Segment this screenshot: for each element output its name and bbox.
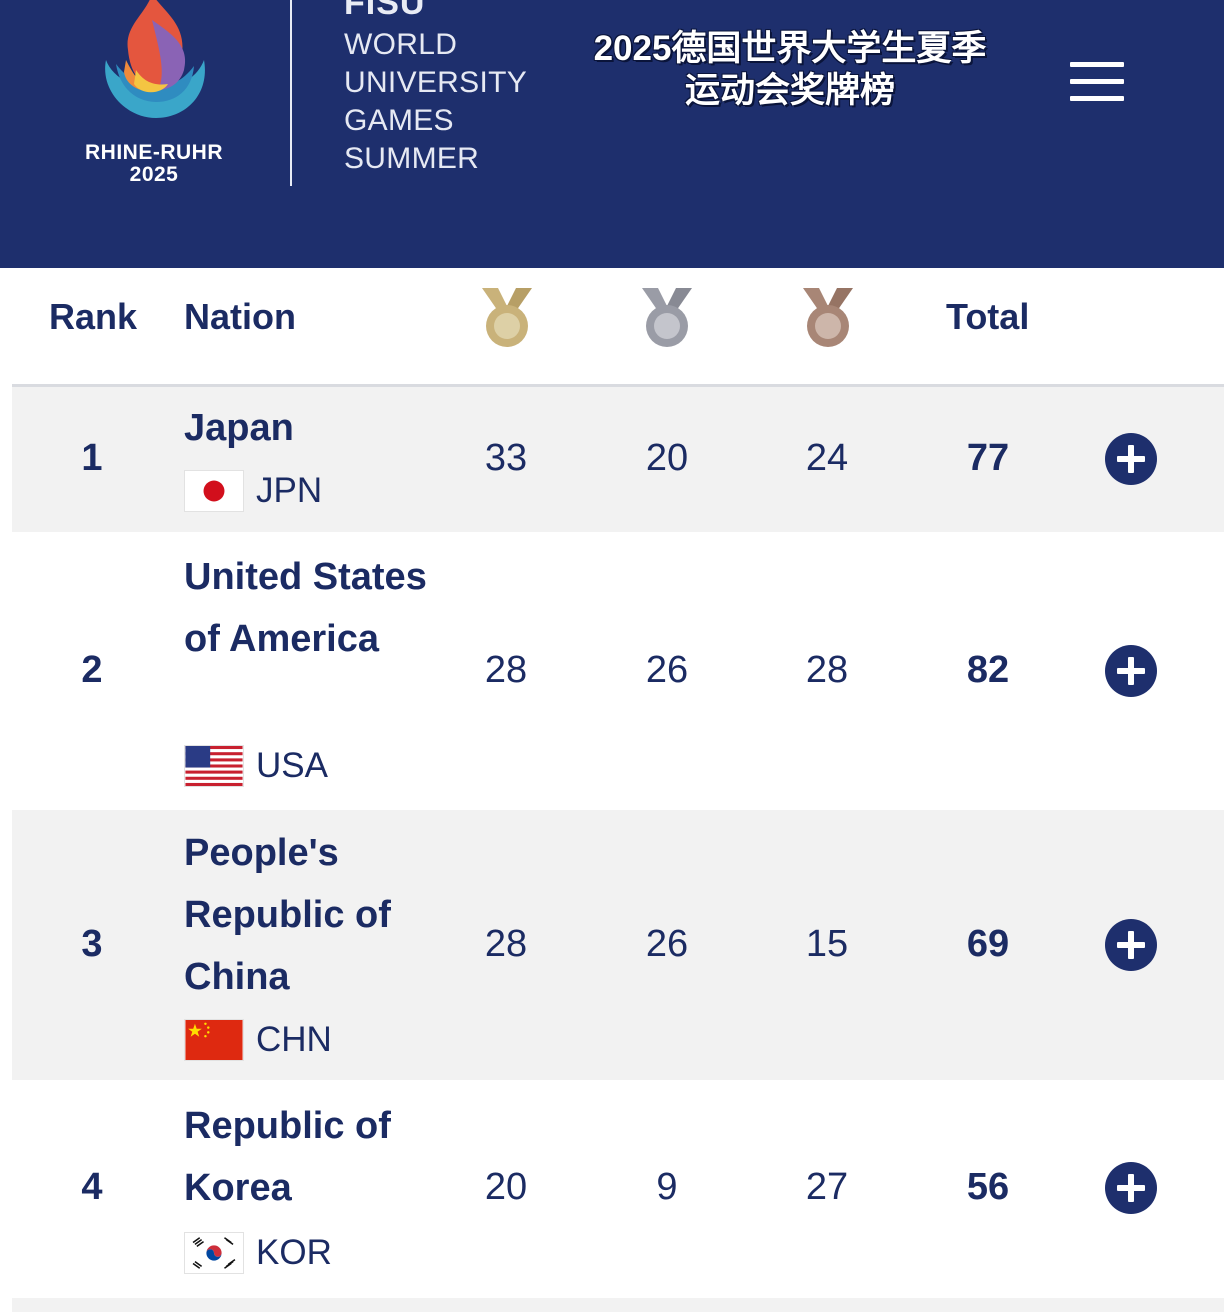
site-header: RHINE-RUHR 2025 FISU WORLD UNIVERSITY GA…	[0, 0, 1224, 268]
header-divider	[290, 0, 292, 186]
rank-value: 1	[81, 437, 103, 479]
rhine-ruhr-flame-logo-icon[interactable]	[86, 0, 222, 130]
bronze-count: 28	[805, 649, 849, 691]
total-count: 82	[966, 649, 1010, 691]
games-line-2: UNIVERSITY	[344, 66, 528, 99]
bronze-count: 24	[805, 437, 849, 479]
nation-code: KOR	[256, 1233, 332, 1272]
table-row[interactable]: 2 United States of America USA 28 26 28 …	[12, 532, 1224, 810]
total-count: 69	[966, 923, 1010, 965]
logo-line1: RHINE-RUHR	[85, 141, 223, 164]
japan-flag-icon	[184, 470, 244, 512]
expand-row-plus-icon[interactable]	[1105, 645, 1157, 697]
korea-flag-icon	[184, 1232, 244, 1274]
china-flag-icon	[184, 1019, 244, 1061]
bronze-count: 27	[805, 1166, 849, 1208]
usa-flag-icon	[184, 745, 244, 787]
column-header-rank[interactable]: Rank	[49, 296, 138, 337]
table-row[interactable]: 3 People's Republic of China CHN 28 26 1…	[12, 810, 1224, 1080]
total-count: 56	[966, 1166, 1010, 1208]
medal-table-header: Rank Nation Total	[0, 268, 1224, 384]
page-title-line-1: 2025德国世界大学生夏季	[593, 29, 987, 68]
hamburger-menu-icon[interactable]	[1070, 62, 1126, 102]
games-line-4: SUMMER	[344, 142, 480, 175]
nation-name: Republic of Korea	[184, 1105, 391, 1209]
silver-count: 26	[645, 649, 689, 691]
rank-value: 2	[81, 649, 103, 691]
gold-count: 28	[484, 649, 528, 691]
total-count: 77	[966, 437, 1010, 479]
gold-count: 33	[484, 437, 528, 479]
silver-count: 26	[645, 923, 689, 965]
column-header-nation[interactable]: Nation	[184, 296, 296, 337]
logo-wordmark: RHINE-RUHR 2025	[54, 142, 254, 186]
silver-count: 20	[645, 437, 689, 479]
nation-code: JPN	[256, 471, 323, 510]
gold-medal-icon[interactable]	[478, 284, 536, 350]
games-line-3: GAMES	[344, 104, 454, 137]
silver-medal-icon[interactable]	[638, 284, 696, 350]
column-header-total[interactable]: Total	[946, 296, 1030, 337]
rank-value: 3	[81, 923, 103, 965]
page-title: 2025德国世界大学生夏季 运动会奖牌榜	[530, 28, 1050, 112]
gold-count: 20	[484, 1166, 528, 1208]
page-title-line-2: 运动会奖牌榜	[684, 71, 895, 110]
nation-name: People's Republic of China	[184, 832, 391, 998]
nation-name: Japan	[184, 407, 294, 449]
games-line-1: WORLD	[344, 28, 458, 61]
next-row-partial	[12, 1298, 1224, 1312]
nation-code: USA	[256, 746, 328, 785]
fisu-logo-text: FISU	[344, 0, 426, 22]
expand-row-plus-icon[interactable]	[1105, 919, 1157, 971]
bronze-count: 15	[805, 923, 849, 965]
nation-name: United States of America	[184, 556, 427, 660]
games-wordmark: WORLD UNIVERSITY GAMES SUMMER	[344, 26, 527, 178]
silver-count: 9	[656, 1166, 678, 1208]
expand-row-plus-icon[interactable]	[1105, 433, 1157, 485]
expand-row-plus-icon[interactable]	[1105, 1162, 1157, 1214]
header-separator	[12, 384, 1224, 387]
table-row[interactable]: 1 Japan JPN 33 20 24 77	[12, 387, 1224, 532]
nation-code: CHN	[256, 1020, 332, 1059]
bronze-medal-icon[interactable]	[799, 284, 857, 350]
gold-count: 28	[484, 923, 528, 965]
table-row[interactable]: 4 Republic of Korea KOR 20 9 27 56	[12, 1080, 1224, 1298]
rank-value: 4	[81, 1166, 103, 1208]
logo-year: 2025	[129, 163, 179, 186]
